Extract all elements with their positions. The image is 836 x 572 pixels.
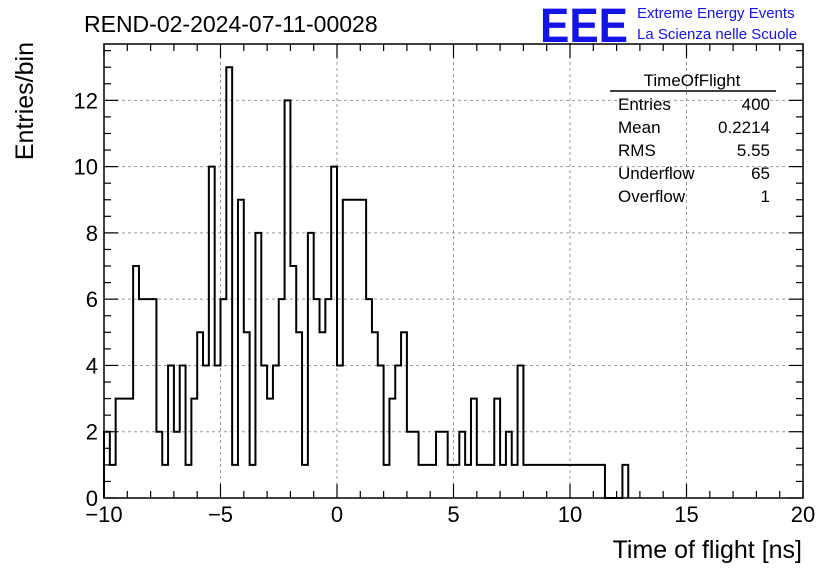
stats-rows: Entries 400 Mean 0.2214 RMS 5.55 Underflow 65 Ov… [618, 95, 770, 206]
y-tick-label: 4 [86, 353, 98, 378]
y-axis-label: Entries/bin [11, 42, 39, 160]
x-tick-label: −10 [85, 502, 122, 527]
x-tick-label: −5 [208, 502, 233, 527]
x-tick-label: 15 [674, 502, 698, 527]
x-axis-label: Time of flight [ns] [613, 536, 802, 564]
stats-value: 5.55 [737, 141, 770, 160]
stats-value: 400 [742, 95, 770, 114]
stats-label: Mean [618, 118, 661, 137]
logo-mark: EEE [540, 0, 628, 53]
stats-value: 65 [751, 164, 770, 183]
y-tick-label: 10 [74, 155, 98, 180]
y-tick-label: 0 [86, 486, 98, 511]
stats-box: TimeOfFlight Entries 400 Mean 0.2214 RMS 5.55… [610, 71, 776, 206]
x-tick-label: 10 [558, 502, 582, 527]
x-tick-label: 0 [331, 502, 343, 527]
stats-title: TimeOfFlight [644, 71, 741, 90]
grid-lines [104, 44, 803, 498]
eee-logo: EEE Extreme Energy Events La Scienza nel… [540, 0, 797, 53]
stats-label: Entries [618, 95, 671, 114]
y-tick-labels: 0 2 4 6 8 10 12 [74, 88, 98, 511]
stats-label: RMS [618, 141, 656, 160]
x-tick-label: 20 [791, 502, 815, 527]
stats-label: Overflow [618, 187, 686, 206]
logo-line-2: La Scienza nelle Scuole [637, 26, 797, 43]
stats-label: Underflow [618, 164, 695, 183]
histogram-series [103, 66, 630, 499]
chart-title: REND-02-2024-07-11-00028 [84, 11, 378, 37]
y-tick-label: 2 [86, 420, 98, 445]
x-tick-labels: −10 −5 0 5 10 15 20 [85, 502, 815, 527]
y-tick-label: 8 [86, 221, 98, 246]
stats-value: 1 [761, 187, 770, 206]
stats-value: 0.2214 [718, 118, 770, 137]
y-tick-label: 12 [74, 88, 98, 113]
x-tick-label: 5 [447, 502, 459, 527]
logo-line-1: Extreme Energy Events [637, 5, 795, 22]
axis-ticks [103, 44, 804, 499]
y-tick-label: 6 [86, 287, 98, 312]
